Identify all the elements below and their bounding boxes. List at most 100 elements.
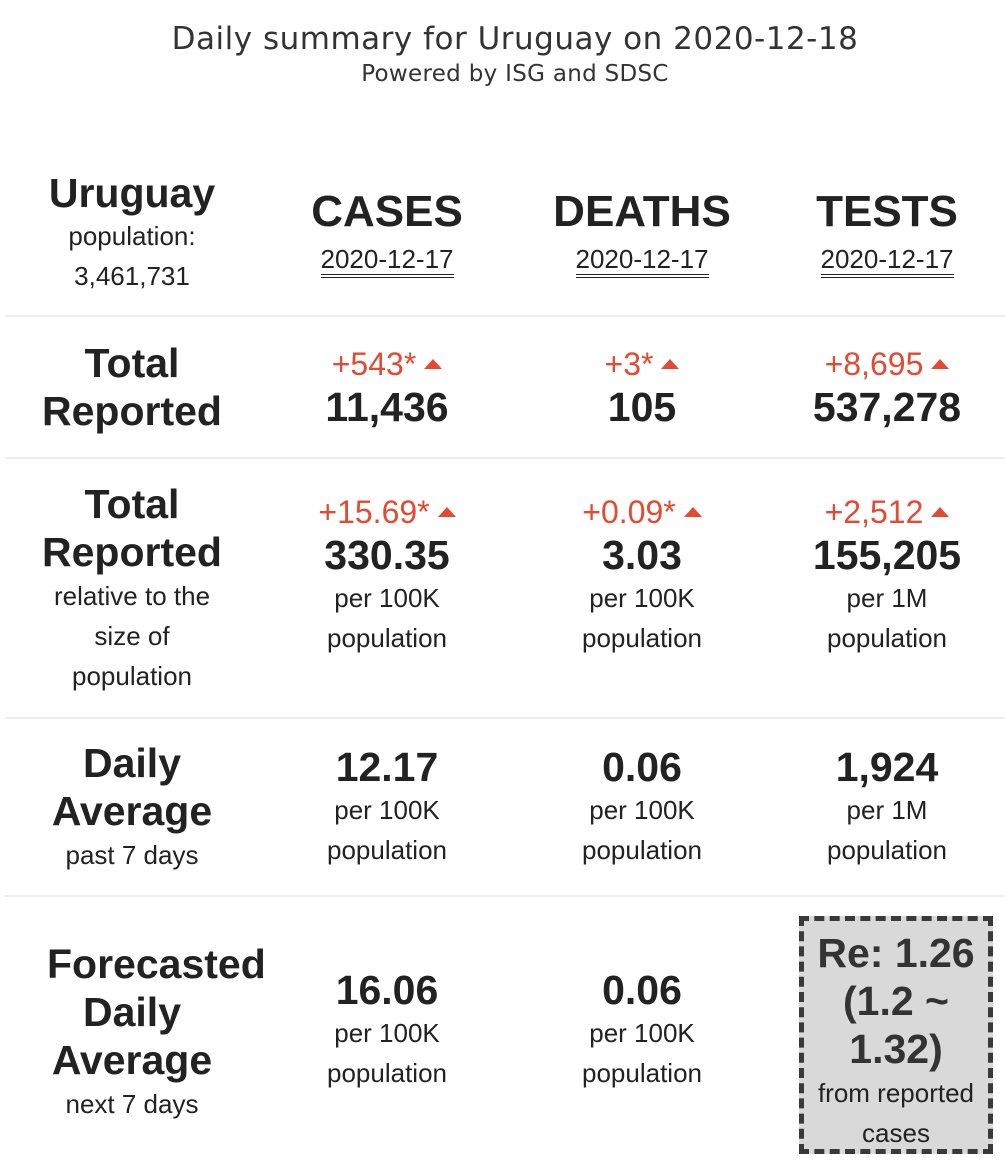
triangle-up-icon <box>931 506 950 517</box>
re-interval-low: (1.2 ~ <box>843 978 949 1024</box>
average-tests-cell: 1,924 per 1M population <box>769 744 1005 870</box>
tests-total: 537,278 <box>812 384 962 430</box>
cases-delta: +543* <box>259 344 515 384</box>
header-row: Uruguay population: 3,461,731 CASES 2020… <box>5 150 1005 317</box>
row-label-line: Reported <box>42 388 222 434</box>
cases-average-value: 12.17 <box>335 744 439 790</box>
row-label-line: Total <box>84 481 180 527</box>
relative-deaths-cell: +0.09* 3.03 per 100K population <box>515 492 769 658</box>
row-label-forecast: Forecasted Daily Average next 7 days <box>5 932 266 1124</box>
row-label-daily-average: Daily Average past 7 days <box>5 739 259 875</box>
triangle-up-icon <box>683 506 702 517</box>
row-label-relative: Total Reported relative to the size of p… <box>5 480 259 696</box>
deaths-forecast-value: 0.06 <box>602 967 682 1013</box>
page-header: Daily summary for Uruguay on 2020-12-18 … <box>0 18 1005 88</box>
total-tests-cell: +8,695 537,278 <box>769 344 1005 430</box>
unit-label: population <box>327 1058 447 1088</box>
deaths-relative-delta-text: +0.09* <box>582 494 676 530</box>
re-value: Re: 1.26 <box>817 930 975 976</box>
unit-label: population <box>582 835 702 865</box>
country-cell: Uruguay population: 3,461,731 <box>5 170 259 296</box>
row-label-note: next 7 days <box>65 1089 199 1119</box>
unit-label: population <box>327 623 447 653</box>
reproduction-number-box: Re: 1.26 (1.2 ~ 1.32) from reported case… <box>799 916 993 1154</box>
re-source-note: cases <box>862 1118 930 1148</box>
column-title-tests: TESTS <box>816 186 958 236</box>
forecast-deaths-cell: 0.06 per 100K population <box>515 967 769 1093</box>
total-cases-cell: +543* 11,436 <box>259 344 515 430</box>
tests-relative-delta: +2,512 <box>769 492 1005 532</box>
unit-label: per 100K <box>589 1018 695 1048</box>
cases-delta-text: +543* <box>331 346 417 382</box>
unit-label: population <box>827 623 947 653</box>
daily-average-row: Daily Average past 7 days 12.17 per 100K… <box>5 719 1005 897</box>
cases-total: 11,436 <box>325 384 449 430</box>
triangle-up-icon <box>437 506 456 517</box>
unit-label: population <box>327 835 447 865</box>
tests-average-value: 1,924 <box>835 744 939 790</box>
column-header-tests: TESTS 2020-12-17 <box>769 186 1005 278</box>
row-label-total-reported: Total Reported <box>5 339 259 435</box>
forecast-cases-cell: 16.06 per 100K population <box>259 967 515 1093</box>
triangle-up-icon <box>931 358 950 369</box>
unit-label: per 100K <box>334 1018 440 1048</box>
row-label-line: Average <box>51 788 213 834</box>
row-label-note: population <box>72 661 192 691</box>
triangle-up-icon <box>661 358 680 369</box>
triangle-up-icon <box>424 358 443 369</box>
unit-label: population <box>582 1058 702 1088</box>
total-deaths-cell: +3* 105 <box>515 344 769 430</box>
relative-cases-cell: +15.69* 330.35 per 100K population <box>259 492 515 658</box>
forecast-row: Forecasted Daily Average next 7 days 16.… <box>5 897 1005 1159</box>
unit-label: per 100K <box>589 583 695 613</box>
deaths-delta: +3* <box>515 344 769 384</box>
row-label-line: Total <box>84 340 180 386</box>
column-header-cases: CASES 2020-12-17 <box>259 186 515 278</box>
deaths-total: 105 <box>607 384 677 430</box>
row-label-line: Average <box>51 1037 213 1083</box>
row-label-note: relative to the <box>53 581 211 611</box>
row-label-line: Daily <box>83 740 181 786</box>
unit-label: per 1M <box>846 583 928 613</box>
column-title-deaths: DEATHS <box>553 186 731 236</box>
column-date-deaths[interactable]: 2020-12-17 <box>575 244 709 278</box>
unit-label: per 100K <box>589 795 695 825</box>
relative-tests-cell: +2,512 155,205 per 1M population <box>769 492 1005 658</box>
cases-forecast-value: 16.06 <box>335 967 439 1013</box>
row-label-line: Daily <box>83 989 181 1035</box>
cases-relative-value: 330.35 <box>324 532 450 578</box>
tests-relative-value: 155,205 <box>812 532 962 578</box>
deaths-average-value: 0.06 <box>602 744 682 790</box>
population-label: population: <box>68 220 196 251</box>
tests-delta: +8,695 <box>769 344 1005 384</box>
page-title: Daily summary for Uruguay on 2020-12-18 <box>171 21 859 57</box>
re-interval-high: 1.32) <box>849 1026 943 1072</box>
page-subtitle: Powered by ISG and SDSC <box>361 61 669 87</box>
deaths-relative-delta: +0.09* <box>515 492 769 532</box>
unit-label: per 1M <box>846 795 928 825</box>
cases-relative-delta: +15.69* <box>259 492 515 532</box>
deaths-delta-text: +3* <box>604 346 654 382</box>
unit-label: per 100K <box>334 583 440 613</box>
country-name: Uruguay <box>48 169 216 216</box>
summary-table: Uruguay population: 3,461,731 CASES 2020… <box>5 150 1005 1159</box>
row-label-note: past 7 days <box>65 840 199 870</box>
relative-row: Total Reported relative to the size of p… <box>5 459 1005 719</box>
unit-label: population <box>582 623 702 653</box>
column-date-tests[interactable]: 2020-12-17 <box>820 244 954 278</box>
row-label-line: Forecasted <box>47 941 266 987</box>
tests-relative-delta-text: +2,512 <box>824 494 924 530</box>
column-header-deaths: DEATHS 2020-12-17 <box>515 186 769 278</box>
population-value: 3,461,731 <box>74 260 190 291</box>
re-source-note: from reported <box>817 1078 975 1108</box>
row-label-note: size of <box>94 621 170 651</box>
column-title-cases: CASES <box>311 186 463 236</box>
average-cases-cell: 12.17 per 100K population <box>259 744 515 870</box>
unit-label: per 100K <box>334 795 440 825</box>
unit-label: population <box>827 835 947 865</box>
average-deaths-cell: 0.06 per 100K population <box>515 744 769 870</box>
tests-delta-text: +8,695 <box>824 346 924 382</box>
total-reported-row: Total Reported +543* 11,436 +3* 105 +8,6… <box>5 317 1005 459</box>
column-date-cases[interactable]: 2020-12-17 <box>320 244 454 278</box>
deaths-relative-value: 3.03 <box>602 532 682 578</box>
